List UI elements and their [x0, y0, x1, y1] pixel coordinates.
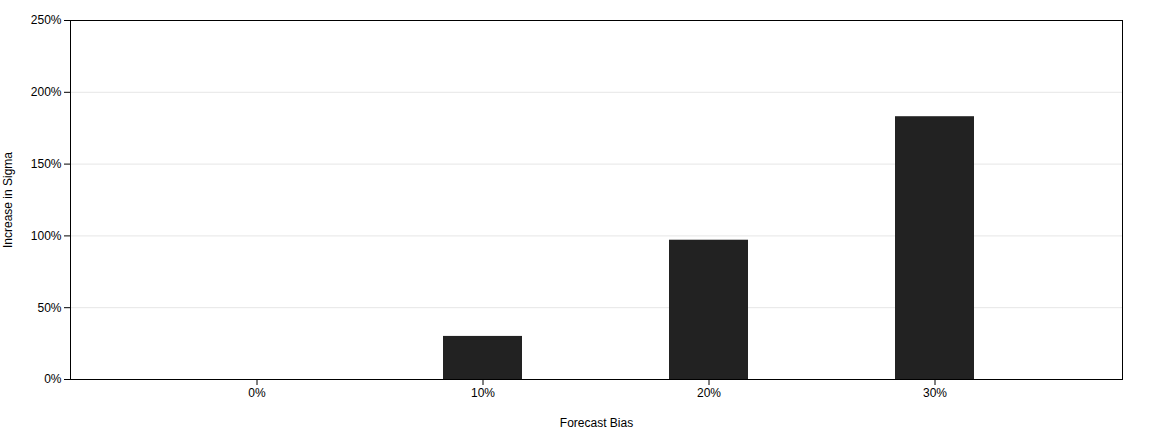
svg-text:200%: 200%: [31, 85, 62, 99]
svg-text:30%: 30%: [923, 386, 947, 400]
svg-text:250%: 250%: [31, 13, 62, 27]
svg-text:100%: 100%: [31, 229, 62, 243]
svg-text:10%: 10%: [471, 386, 495, 400]
svg-text:50%: 50%: [37, 301, 61, 315]
svg-text:150%: 150%: [31, 157, 62, 171]
svg-text:0%: 0%: [248, 386, 266, 400]
svg-text:20%: 20%: [697, 386, 721, 400]
svg-text:Increase in Sigma: Increase in Sigma: [1, 152, 15, 248]
svg-text:0%: 0%: [44, 372, 62, 386]
svg-text:Forecast Bias: Forecast Bias: [560, 416, 633, 429]
